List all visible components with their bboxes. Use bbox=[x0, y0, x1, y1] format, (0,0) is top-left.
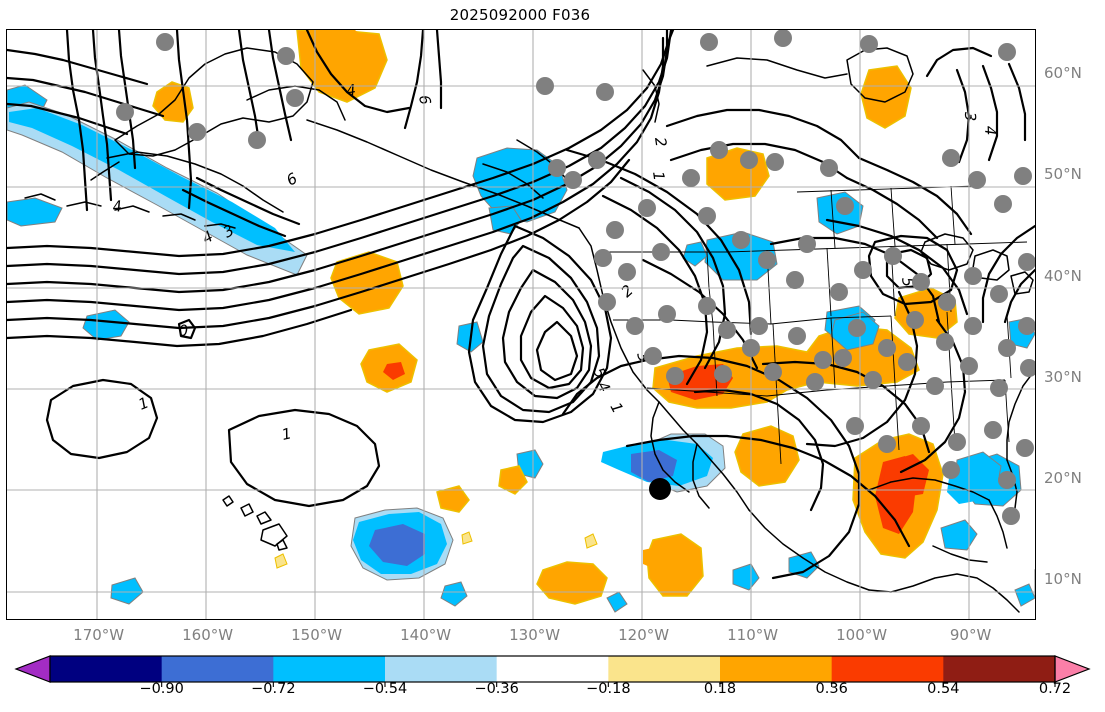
colorbar-ticks bbox=[161, 682, 1056, 687]
map-canvas: 4 6 2 1 3 4 5 4 3 4 6 0 1 1 2 3 5 bbox=[7, 30, 1035, 619]
page-title: 2025092000 F036 bbox=[449, 6, 591, 24]
longitude-tick-label: 90°W bbox=[949, 626, 992, 644]
svg-text:2: 2 bbox=[618, 281, 637, 301]
svg-text:3: 3 bbox=[961, 112, 979, 122]
focus-point-marker bbox=[649, 478, 671, 500]
colorbar-tick-label: −0.18 bbox=[586, 681, 631, 697]
colorbar-extend-low bbox=[14, 655, 51, 683]
svg-text:4: 4 bbox=[112, 197, 123, 216]
svg-text:0: 0 bbox=[178, 321, 189, 340]
colorbar-segments bbox=[14, 655, 1091, 683]
colorbar: −0.90 −0.72 −0.54 −0.36 −0.18 0.18 0.36 0.54 0.7… bbox=[0, 652, 1105, 712]
latitude-tick-label: 30°N bbox=[1044, 367, 1082, 386]
contour-layer bbox=[7, 30, 1035, 580]
colorbar-band bbox=[831, 656, 944, 682]
colorbar-band bbox=[273, 656, 386, 682]
shaded-anomaly-layer bbox=[7, 30, 1035, 613]
svg-text:1: 1 bbox=[280, 424, 293, 444]
colorbar-tick-label: 0.54 bbox=[927, 681, 960, 697]
colorbar-outline bbox=[49, 655, 1056, 683]
colorbar-canvas bbox=[14, 655, 1091, 687]
colorbar-band bbox=[161, 656, 274, 682]
colorbar-band bbox=[720, 656, 833, 682]
map-panel: 4 6 2 1 3 4 5 4 3 4 6 0 1 1 2 3 5 bbox=[6, 29, 1036, 620]
colorbar-band bbox=[943, 656, 1056, 682]
colorbar-tick-label: 0.36 bbox=[815, 681, 848, 697]
colorbar-tick-label: 0.18 bbox=[703, 681, 737, 697]
longitude-tick-label: 110°W bbox=[727, 626, 779, 644]
longitude-tick-label: 120°W bbox=[618, 626, 670, 644]
svg-text:5: 5 bbox=[898, 276, 917, 288]
colorbar-tick-label: −0.90 bbox=[139, 681, 184, 697]
colorbar-band bbox=[608, 656, 721, 682]
colorbar-band bbox=[496, 656, 609, 682]
state-border-layer bbox=[603, 185, 1028, 465]
colorbar-extend-high bbox=[1054, 655, 1091, 683]
colorbar-tick-label: −0.72 bbox=[251, 681, 296, 697]
latitude-tick-label: 40°N bbox=[1044, 266, 1082, 285]
longitude-tick-label: 140°W bbox=[400, 626, 452, 644]
svg-text:4: 4 bbox=[981, 126, 999, 136]
longitude-tick-label: 100°W bbox=[836, 626, 888, 644]
latitude-tick-label: 10°N bbox=[1044, 569, 1082, 588]
colorbar-tick-label: −0.36 bbox=[474, 681, 519, 697]
longitude-tick-label: 130°W bbox=[509, 626, 561, 644]
latitude-tick-label: 20°N bbox=[1044, 468, 1082, 487]
colorbar-tick-label: 0.72 bbox=[1038, 681, 1072, 697]
colorbar-band bbox=[50, 656, 163, 682]
latitude-tick-label: 60°N bbox=[1044, 64, 1082, 83]
svg-text:4: 4 bbox=[345, 81, 357, 100]
colorbar-tick-label: −0.54 bbox=[362, 681, 408, 697]
svg-text:4: 4 bbox=[593, 378, 613, 395]
colorbar-band bbox=[385, 656, 498, 682]
station-marker-layer bbox=[116, 30, 1035, 525]
svg-text:1: 1 bbox=[649, 170, 668, 182]
svg-text:2: 2 bbox=[651, 136, 670, 148]
latitude-tick-label: 50°N bbox=[1044, 165, 1082, 184]
longitude-tick-label: 170°W bbox=[73, 626, 125, 644]
longitude-tick-label: 150°W bbox=[291, 626, 343, 644]
longitude-tick-label: 160°W bbox=[182, 626, 234, 644]
svg-text:6: 6 bbox=[415, 94, 434, 107]
svg-text:1: 1 bbox=[606, 399, 626, 416]
